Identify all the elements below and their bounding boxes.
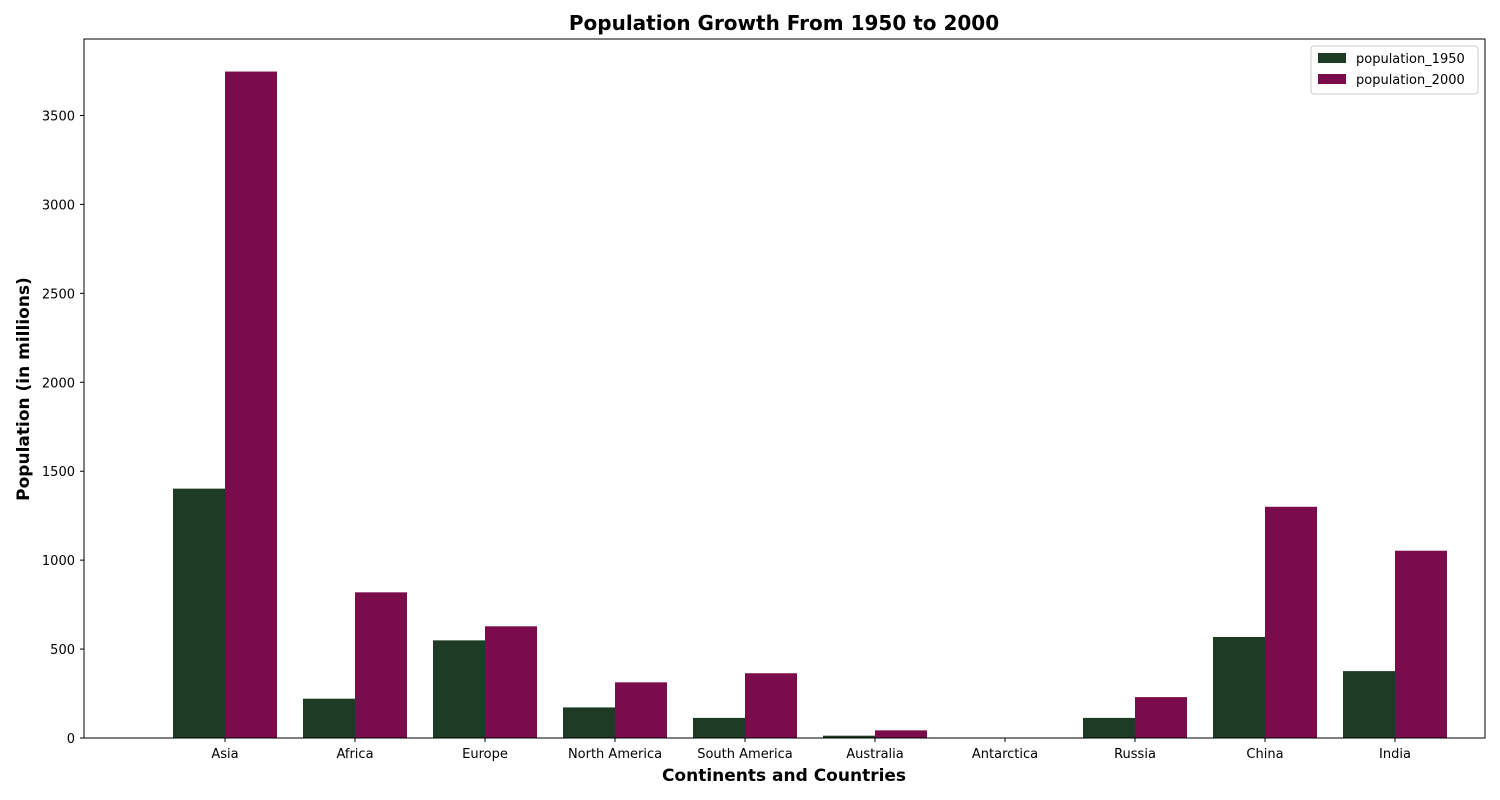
legend-label-population-1950: population_1950 [1356,52,1465,67]
bar-population-1950-india [1343,671,1395,738]
x-tick-label-europe: Europe [462,747,508,762]
x-axis-title: Continents and Countries [662,766,906,786]
y-tick-label-2000: 2000 [42,376,75,391]
bar-population-2000-india [1395,550,1447,738]
bar-population-1950-asia [173,488,225,738]
bars-group [173,71,1447,739]
legend-frame [1310,45,1479,95]
y-tick-label-3500: 3500 [42,109,75,124]
bar-population-1950-australia [823,735,875,738]
bar-population-2000-africa [355,592,407,738]
bar-population-2000-south-america [745,673,797,738]
chart-title: Population Growth From 1950 to 2000 [569,11,999,35]
x-tick-label-north-america: North America [568,747,662,762]
bar-population-2000-china [1265,506,1317,738]
x-tick-label-china: China [1246,747,1283,762]
y-tick-label-0: 0 [67,732,75,747]
legend: population_1950 population_2000 [1310,45,1479,95]
legend-swatch-population-1950 [1318,53,1346,63]
y-tick-label-2500: 2500 [42,287,75,302]
y-axis-title: Population (in millions) [14,277,34,501]
x-tick-label-asia: Asia [211,747,238,762]
y-tick-label-500: 500 [50,643,75,658]
y-axis: 0 500 1000 1500 2000 2500 3000 3500 [42,109,84,747]
x-tick-label-antarctica: Antarctica [972,747,1038,762]
bar-population-2000-asia [225,71,277,739]
bar-population-1950-south-america [693,717,745,738]
bar-population-1950-europe [433,640,485,738]
bar-population-2000-north-america [615,682,667,738]
legend-label-population-2000: population_2000 [1356,73,1465,88]
bar-population-1950-china [1213,636,1265,738]
y-tick-label-3000: 3000 [42,198,75,213]
y-tick-label-1500: 1500 [42,465,75,480]
x-tick-label-india: India [1379,747,1411,762]
x-tick-label-africa: Africa [336,747,373,762]
bar-population-1950-north-america [563,707,615,738]
legend-swatch-population-2000 [1318,74,1346,84]
bar-population-2000-russia [1135,697,1187,738]
x-tick-label-south-america: South America [697,747,793,762]
x-tick-label-australia: Australia [846,747,904,762]
plot-frame [83,38,1486,739]
bar-population-2000-australia [875,730,927,738]
bar-population-2000-europe [485,626,537,738]
x-axis: Asia Africa Europe North America South Ameri… [211,738,1411,762]
x-tick-label-russia: Russia [1114,747,1156,762]
y-tick-label-1000: 1000 [42,554,75,569]
bar-population-1950-russia [1083,717,1135,738]
bar-population-1950-africa [303,698,355,738]
